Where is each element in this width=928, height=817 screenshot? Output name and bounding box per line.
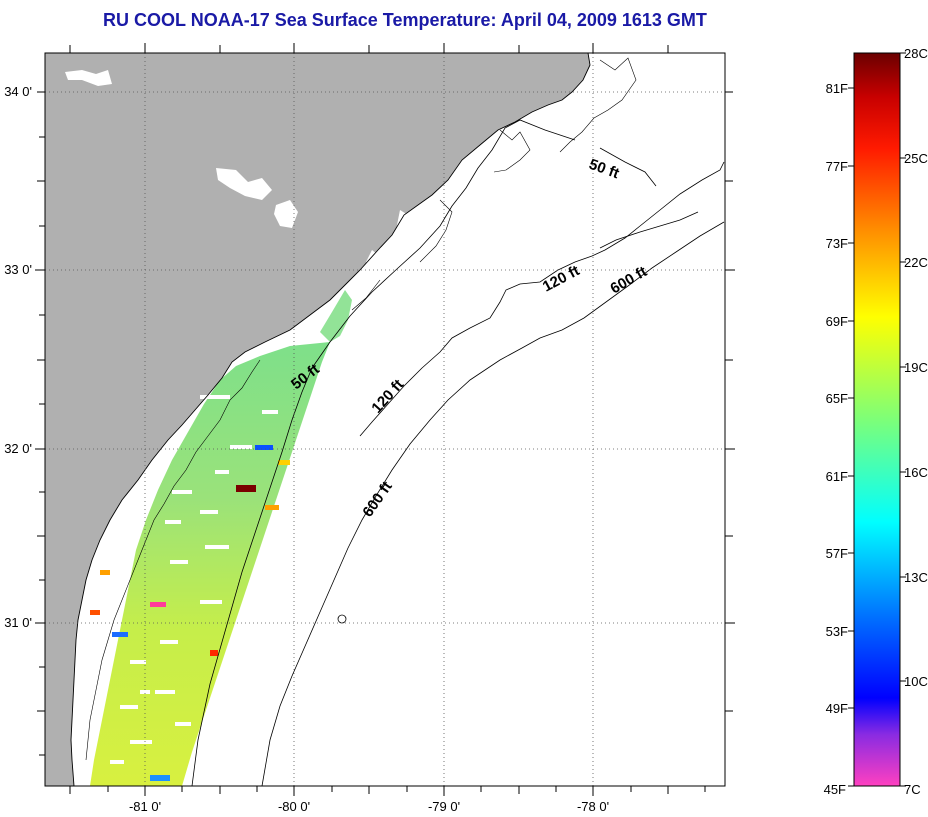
cbar-c-label: 7C [904, 782, 921, 797]
cbar-f-label: 73F [826, 236, 848, 251]
cbar-f-label: 53F [826, 624, 848, 639]
sst-swath [90, 342, 330, 786]
colorbar [853, 52, 901, 787]
axis-ticks [35, 43, 735, 796]
cbar-c-label: 10C [904, 674, 928, 689]
lon-label-79: -79 0' [428, 799, 460, 814]
contour-600ft [261, 221, 725, 787]
land-mass [45, 53, 590, 786]
cbar-c-label: 13C [904, 570, 928, 585]
lat-label-33: 33 0' [4, 262, 32, 277]
map-frame [44, 52, 726, 787]
map-title: RU COOL NOAA-17 Sea Surface Temperature:… [103, 10, 707, 30]
sst-coastal-strip [320, 290, 352, 342]
cbar-c-label: 28C [904, 46, 928, 61]
coastline-detail [85, 57, 637, 761]
cbar-f-label: 45F [824, 782, 846, 797]
swath-detail [90, 395, 290, 781]
cbar-f-label: 61F [826, 469, 848, 484]
cbar-f-label: 81F [826, 81, 848, 96]
cbar-f-label: 57F [826, 546, 848, 561]
contour-50ft [191, 119, 657, 787]
coastline [70, 52, 591, 787]
cbar-f-label: 49F [826, 701, 848, 716]
lat-label-34: 34 0' [4, 84, 32, 99]
contour-120ft [359, 161, 725, 437]
cbar-f-label: 65F [826, 391, 848, 406]
lat-label-32: 32 0' [4, 441, 32, 456]
lon-label-78: -78 0' [577, 799, 609, 814]
cbar-c-label: 19C [904, 360, 928, 375]
colorbar-ticks [848, 52, 906, 787]
cbar-c-label: 22C [904, 255, 928, 270]
lat-label-31: 31 0' [4, 615, 32, 630]
lon-label-80: -80 0' [278, 799, 310, 814]
graticule [45, 53, 725, 786]
cbar-c-label: 25C [904, 151, 928, 166]
cbar-f-label: 77F [826, 159, 848, 174]
contour-120ft-shelf [599, 211, 699, 249]
lon-label-81: -81 0' [129, 799, 161, 814]
cbar-f-label: 69F [826, 314, 848, 329]
land-cloud-patches [65, 70, 408, 760]
cbar-c-label: 16C [904, 465, 928, 480]
